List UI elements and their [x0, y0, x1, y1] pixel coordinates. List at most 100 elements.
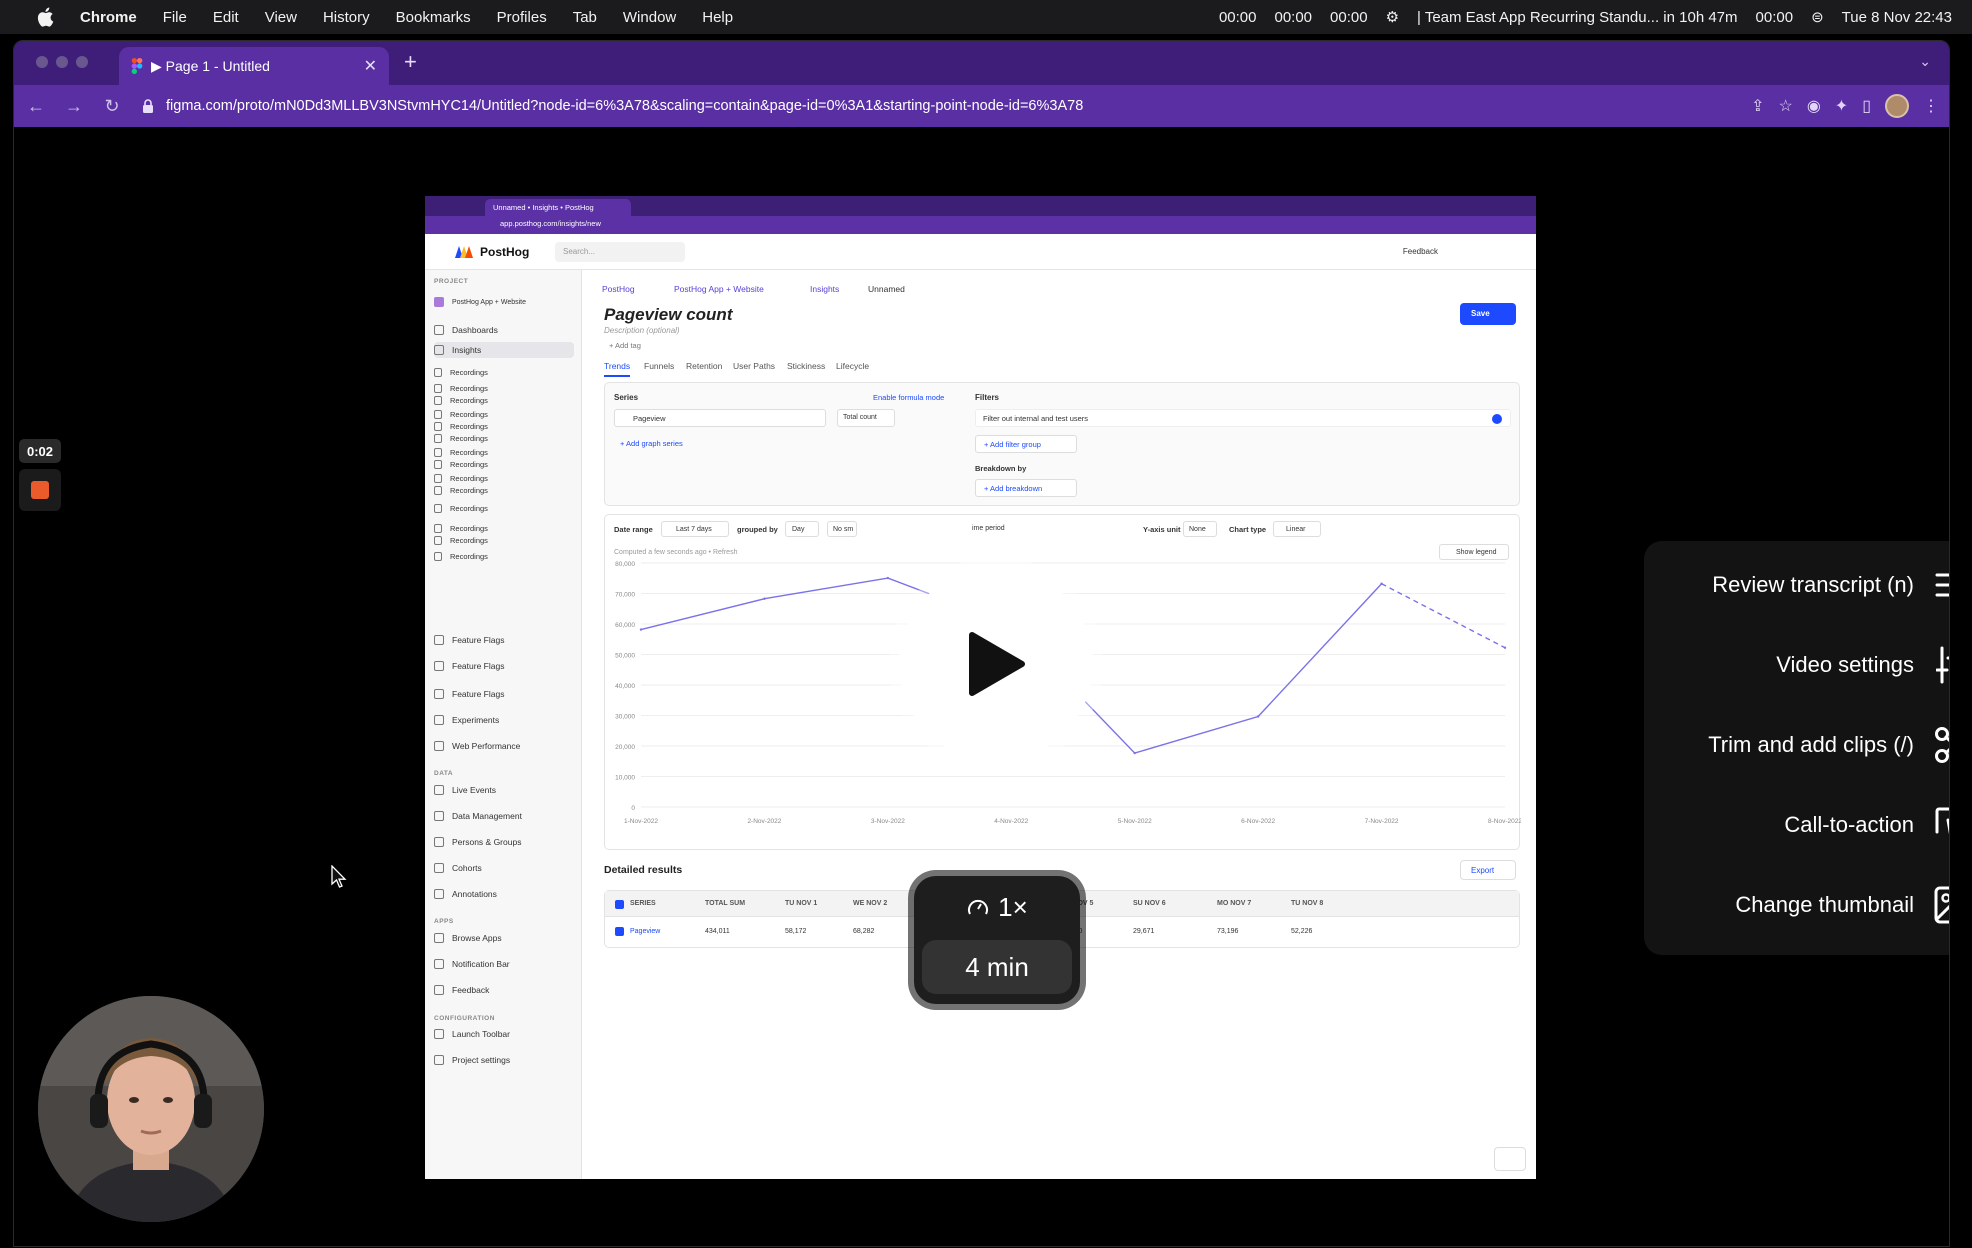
sidebar-recordings-item: Recordings [434, 522, 574, 534]
menu-tab[interactable]: Tab [572, 8, 597, 26]
webcam-bubble[interactable] [38, 996, 264, 1222]
speed-gauge-icon [968, 899, 989, 914]
menu-view[interactable]: View [264, 8, 297, 26]
inner-url: app.posthog.com/insights/new [500, 219, 601, 228]
table-header-cell: TU NOV 1 [785, 900, 818, 907]
chart-card: Date range Last 7 days grouped by Day No… [604, 514, 1521, 850]
tab-close-icon[interactable]: ✕ [363, 58, 377, 75]
profile-avatar[interactable] [1885, 94, 1909, 118]
project-settings-label: Project settings [452, 1055, 511, 1065]
y-tick-label: 10,000 [615, 775, 635, 782]
call-to-action-button[interactable]: Call-to-action [1784, 801, 1949, 849]
flag-label-1: Feature Flags [452, 635, 505, 645]
apple-icon[interactable] [34, 7, 56, 27]
window-minimize-button[interactable] [56, 56, 68, 68]
video-settings-button[interactable]: Video settings [1776, 641, 1949, 689]
video-player[interactable]: 0:02 Unnamed • Insights • PostHog app.po… [14, 127, 1949, 1246]
inner-tab-user-paths: User Paths [733, 361, 776, 371]
playback-speed-button[interactable]: 1× [914, 892, 1080, 923]
browser-tab[interactable]: ▶ Page 1 - Untitled ✕ [119, 47, 389, 85]
inner-tab-trends: Trends [604, 361, 631, 377]
menu-file[interactable]: File [162, 8, 187, 26]
playback-speed: 1× [998, 892, 1028, 922]
apps-grid-icon [434, 933, 444, 943]
sidebar-feedback: Feedback [434, 982, 574, 998]
table-cell: 68,282 [853, 928, 875, 935]
menu-help[interactable]: Help [702, 8, 734, 26]
sidebar-launch-toolbar: Launch Toolbar [434, 1026, 574, 1042]
menu-profiles[interactable]: Profiles [496, 8, 547, 26]
posthog-hedgehog-icon [455, 246, 473, 258]
recording-icon [434, 447, 442, 457]
recordings-label: Recordings [450, 473, 488, 483]
menu-datetime[interactable]: Tue 8 Nov 22:43 [1841, 8, 1952, 26]
window-close-button[interactable] [36, 56, 48, 68]
side-panel-icon[interactable]: ▯ [1862, 98, 1871, 115]
menu-bookmarks[interactable]: Bookmarks [395, 8, 471, 26]
sidebar-project-settings: Project settings [434, 1052, 574, 1068]
x-tick-label: 3-Nov-2022 [871, 818, 905, 825]
trend-chart: 80,000 70,000 60,000 50,000 40,000 30,000 20,0… [615, 561, 1521, 825]
address-bar[interactable]: figma.com/proto/mN0Dd3MLLBV3NStvmHYC14/U… [142, 98, 1083, 114]
y-tick-label: 60,000 [615, 622, 635, 629]
window-zoom-button[interactable] [76, 56, 88, 68]
change-thumbnail-button[interactable]: Change thumbnail [1735, 881, 1949, 929]
recording-icon [434, 421, 442, 431]
project-switcher: PostHog App + Website [434, 292, 574, 312]
status-clock-3[interactable]: 00:00 [1330, 8, 1368, 26]
sidebar-web-performance: Web Performance [434, 738, 574, 754]
review-transcript-button[interactable]: Review transcript (n) [1712, 561, 1949, 609]
date-range-select: Last 7 days [661, 521, 729, 537]
show-legend: Show legend [1439, 544, 1509, 560]
recordings-label: Recordings [450, 433, 488, 443]
person-icon [434, 837, 444, 847]
play-button[interactable] [899, 567, 1093, 761]
trim-clips-button[interactable]: Trim and add clips (/) [1708, 721, 1949, 769]
recording-timer: 0:02 [19, 439, 61, 463]
chrome-menu-icon[interactable]: ⋮ [1923, 98, 1939, 115]
grouped-by-select: Day [785, 521, 819, 537]
tab-search-chevron-icon[interactable]: ⌄ [1919, 53, 1931, 69]
inner-tab-lifecycle: Lifecycle [836, 361, 870, 371]
control-center-icon[interactable]: ⊜ [1811, 9, 1824, 26]
extension-g-icon[interactable]: ◉ [1806, 98, 1821, 115]
recordings-label: Recordings [450, 421, 488, 431]
reload-icon[interactable]: ↻ [104, 95, 120, 116]
status-clock-2[interactable]: 00:00 [1274, 8, 1313, 26]
sidebar-persons: Persons & Groups [434, 834, 574, 850]
data-point [1133, 751, 1136, 755]
recordings-label: Recordings [450, 409, 488, 419]
menu-edit[interactable]: Edit [212, 8, 239, 26]
calendar-event[interactable]: | Team East App Recurring Standu... in 1… [1417, 8, 1738, 26]
transcript-lines-icon [1934, 566, 1949, 604]
recording-icon [434, 473, 442, 483]
menu-history[interactable]: History [322, 8, 370, 26]
share-icon[interactable]: ⇪ [1751, 98, 1765, 115]
settings-gear-icon [434, 1055, 444, 1065]
menu-window[interactable]: Window [622, 8, 677, 26]
bookmark-star-icon[interactable]: ☆ [1778, 98, 1793, 115]
back-icon[interactable]: ← [27, 95, 45, 116]
menu-app-name[interactable]: Chrome [80, 8, 137, 26]
stop-icon [31, 481, 49, 499]
status-clock-4[interactable]: 00:00 [1755, 8, 1794, 26]
sliders-icon [1934, 646, 1949, 684]
status-clock-1[interactable]: 00:00 [1218, 8, 1257, 26]
mouse-cursor-icon [331, 865, 347, 888]
sidebar-recordings-item: Recordings [434, 446, 574, 458]
mac-menu-bar: Chrome File Edit View History Bookmarks … [0, 0, 1972, 34]
web-performance-label: Web Performance [452, 741, 521, 751]
gear-icon[interactable]: ⚙ [1385, 9, 1400, 26]
stop-recording-button[interactable] [19, 469, 61, 511]
new-tab-button[interactable]: + [404, 49, 417, 74]
detailed-results-title: Detailed results [604, 864, 683, 876]
aggregation-select: Total count [837, 409, 895, 427]
extensions-puzzle-icon[interactable]: ✦ [1834, 98, 1849, 115]
persons-label: Persons & Groups [452, 837, 522, 847]
recording-icon [434, 535, 442, 545]
yaxis-unit-select: None [1183, 521, 1217, 537]
add-filter-group: + Add filter group [975, 435, 1077, 453]
forward-icon[interactable]: → [65, 95, 83, 116]
sidebar-annotations: Annotations [434, 886, 574, 902]
figma-icon [131, 58, 143, 74]
